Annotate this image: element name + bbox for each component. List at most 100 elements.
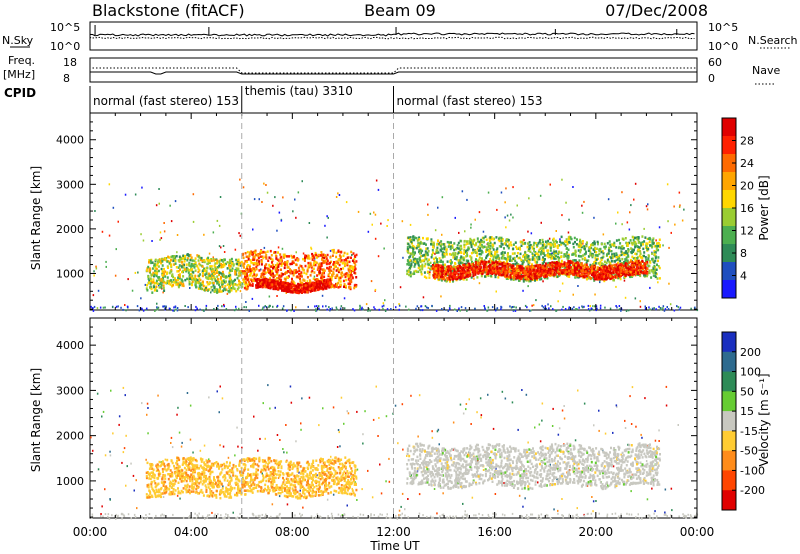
power-echo-cell (184, 278, 187, 282)
power-noise-point (532, 304, 535, 307)
power-echo-cell (639, 242, 642, 245)
power-echo-cell (218, 273, 221, 277)
power-echo-cell (520, 277, 523, 280)
power-noise-point (505, 187, 507, 190)
power-ground-point (663, 309, 666, 312)
power-noise-point (223, 251, 226, 253)
power-noise-point (649, 286, 651, 289)
power-echo-cell (191, 259, 194, 262)
power-noise-point (495, 290, 497, 293)
power-echo-cell (308, 286, 311, 289)
power-echo-cell (547, 249, 550, 252)
power-noise-point (370, 280, 373, 283)
power-echo-cell (590, 252, 593, 256)
power-noise-point (399, 286, 402, 289)
power-echo-cell (424, 257, 427, 261)
power-echo-cell (215, 290, 218, 293)
power-echo-cell (285, 283, 288, 286)
power-echo-cell (629, 258, 632, 262)
power-echo-cell (533, 248, 535, 252)
power-echo-cell (580, 264, 583, 267)
power-echo-cell (436, 260, 439, 263)
power-echo-cell (577, 266, 580, 270)
power-echo-cell (619, 274, 622, 278)
power-echo-cell (196, 254, 199, 257)
power-noise-point (375, 179, 378, 182)
power-ground-point (575, 308, 577, 310)
power-ground-point (361, 306, 363, 309)
power-echo-cell (538, 257, 541, 261)
power-echo-cell (528, 279, 531, 283)
power-echo-cell (233, 287, 236, 291)
power-ground-point (416, 305, 419, 308)
power-echo-cell (540, 251, 543, 254)
power-echo-cell (639, 252, 642, 256)
power-echo-cell (287, 285, 290, 288)
power-noise-point (615, 222, 617, 225)
power-echo-cell (254, 249, 257, 253)
power-echo-cell (469, 270, 472, 274)
power-echo-cell (658, 277, 661, 280)
power-noise-point (670, 231, 672, 234)
power-noise-point (369, 212, 372, 215)
power-echo-cell (487, 253, 490, 256)
power-echo-cell (199, 273, 202, 276)
power-echo-cell (147, 277, 150, 280)
power-echo-cell (232, 279, 235, 283)
power-echo-cell (629, 260, 632, 263)
power-noise-point (550, 305, 552, 308)
power-echo-cell (658, 238, 661, 241)
power-echo-cell (496, 255, 499, 259)
power-echo-cell (230, 257, 233, 261)
power-echo-cell (526, 259, 529, 263)
power-ground-point (146, 307, 148, 310)
power-echo-cell (612, 244, 615, 247)
power-echo-cell (295, 269, 298, 272)
power-ground-point (562, 305, 564, 308)
power-echo-cell (572, 259, 574, 262)
power-noise-point (630, 204, 632, 207)
power-echo-cell (626, 242, 629, 246)
power-noise-point (516, 204, 518, 207)
power-echo-cell (214, 267, 217, 270)
power-echo-cell (614, 260, 616, 263)
power-echo-cell (553, 252, 556, 256)
power-echo-cell (619, 259, 622, 263)
power-echo-cell (348, 260, 351, 264)
power-echo-cell (210, 259, 213, 263)
power-echo-cell (499, 260, 502, 264)
power-echo-cell (459, 239, 462, 243)
power-echo-cell (309, 263, 312, 266)
power-noise-point (115, 248, 117, 251)
power-echo-cell (558, 274, 561, 277)
power-echo-cell (262, 272, 265, 276)
power-echo-cell (241, 253, 244, 257)
power-echo-cell (578, 242, 581, 245)
power-noise-point (260, 268, 262, 271)
power-echo-cell (467, 246, 470, 249)
power-echo-cell (166, 260, 169, 263)
power-echo-cell (563, 255, 566, 258)
power-echo-cell (632, 257, 635, 260)
power-echo-cell (414, 257, 417, 261)
power-echo-cell (164, 281, 167, 285)
power-echo-cell (652, 271, 655, 274)
power-ground-point (117, 305, 119, 308)
power-echo-cell (521, 241, 524, 244)
power-ground-point (243, 306, 245, 309)
power-echo-cell (633, 236, 636, 240)
power-echo-cell (350, 273, 352, 277)
power-ground-point (543, 308, 546, 310)
power-echo-cell (301, 281, 304, 285)
power-noise-point (94, 210, 96, 212)
power-echo-cell (438, 257, 441, 260)
power-echo-cell (228, 264, 230, 267)
power-echo-cell (171, 274, 173, 278)
power-echo-cell (198, 281, 200, 285)
power-echo-cell (228, 266, 231, 270)
power-echo-cell (566, 262, 569, 265)
power-echo-cell (320, 276, 323, 279)
power-echo-cell (412, 235, 415, 238)
power-echo-cell (511, 267, 514, 271)
power-echo-cell (145, 269, 148, 272)
